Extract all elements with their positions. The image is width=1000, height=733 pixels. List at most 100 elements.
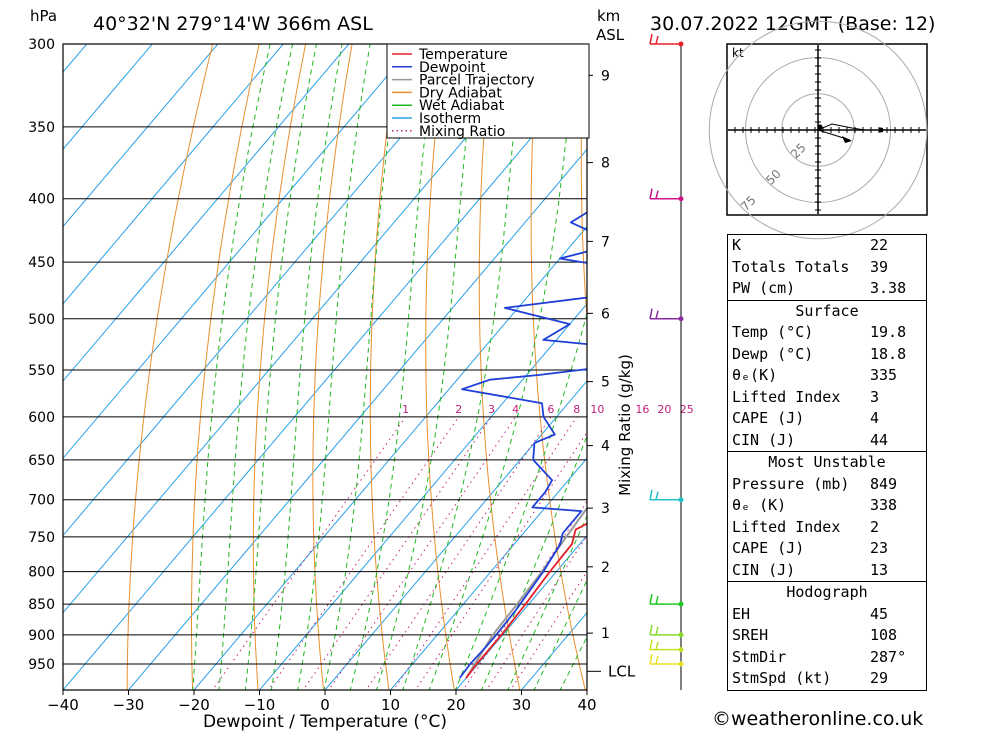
wet-adiabat-line (218, 44, 294, 690)
km-tick-label: 1 (601, 626, 610, 642)
isotherm-line (324, 380, 587, 690)
location-title: 40°32'N 279°14'W 366m ASL (93, 13, 373, 35)
mixing-ratio-line (328, 416, 517, 690)
legend-label: Parcel Trajectory (419, 73, 535, 89)
wind-barb-flag (649, 489, 653, 500)
wind-barb-flag (655, 655, 659, 665)
pressure-tick-label: 300 (28, 37, 55, 53)
legend-label: Temperature (418, 47, 508, 63)
pressure-tick-label: 500 (28, 312, 55, 328)
x-tick-label: −10 (244, 696, 276, 714)
storm-motion-arrowhead (842, 136, 852, 143)
mixing-ratio-tick-label: 10 (590, 403, 604, 416)
wind-barb-flag (655, 491, 659, 500)
hodograph-box: Hodograph EH 45 SREH 108 StmDir 287° StmSpd… (727, 582, 927, 691)
wind-barb-dot (678, 632, 684, 638)
km-tick-label: 2 (601, 560, 610, 576)
eh-row: EH 45 (732, 604, 889, 623)
stmdir-row: StmDir 287° (732, 647, 907, 666)
dry-adiabat-line (252, 44, 307, 690)
isotherm-line (258, 303, 587, 690)
height-unit: km (597, 7, 620, 25)
plot-frame (62, 43, 588, 691)
dry-adiabat-line (126, 44, 214, 690)
lcl-label: LCL (608, 662, 636, 680)
wind-barb-dot (678, 601, 684, 607)
mixing-ratio-tick-label: 25 (680, 403, 694, 416)
wind-barb-flag (655, 310, 659, 319)
isotherm-line (193, 225, 587, 690)
km-tick-label: 9 (601, 68, 610, 84)
wet-adiabat-line (428, 44, 577, 690)
mixing-ratio-tick-label: 20 (657, 403, 671, 416)
surface-box: Surface Temp (°C) 19.8 Dewp (°C) 18.8 θₑ(K… (727, 300, 927, 452)
totals-totals-row: Totals Totals 39 (732, 257, 889, 276)
isotherm-line (389, 457, 587, 690)
isotherm-line (63, 44, 415, 460)
x-tick-label: −20 (178, 696, 210, 714)
wind-barb-flag (649, 594, 653, 605)
x-tick-label: 20 (446, 696, 465, 714)
mu-theta-row: θₑ (K) 338 (732, 496, 898, 514)
wind-barb-flag (649, 33, 653, 45)
pressure-tick-label: 650 (28, 453, 55, 469)
stmspd-row: StmSpd (kt) 29 (732, 669, 889, 687)
dry-adiabat-line (312, 44, 353, 690)
wind-barb-flag (655, 626, 659, 636)
x-tick-label: 40 (577, 696, 596, 714)
wet-adiabat-line (376, 44, 477, 690)
hodograph-end-dot (878, 127, 884, 133)
temperature-line (465, 522, 587, 679)
x-axis-label: Dewpoint / Temperature (°C) (203, 712, 447, 732)
parcel-trajectory-line (465, 506, 587, 679)
k-index-row: K 22 (732, 236, 889, 254)
km-tick-label: 7 (601, 234, 610, 250)
isotherm-line (63, 44, 153, 151)
hodograph-unit: kt (732, 46, 744, 60)
most-unstable-title: Most Unstable (768, 453, 886, 471)
mixing-ratio-line (302, 416, 492, 690)
dry-adiabat-line (580, 44, 587, 325)
isotherm-line (127, 148, 587, 690)
wind-barb-flag (649, 624, 653, 636)
km-tick-label: 8 (601, 156, 610, 172)
mu-cape-row: CAPE (J) 23 (732, 539, 889, 557)
wind-barb-flag (655, 35, 659, 45)
x-tick-label: 0 (320, 696, 330, 714)
wet-adiabat-line (297, 44, 371, 690)
wet-adiabat-line (192, 44, 271, 690)
wind-barb-flag (649, 308, 653, 319)
wind-barb-dot (678, 316, 684, 322)
wind-barb-flag (649, 188, 653, 199)
dry-adiabat-line (191, 44, 260, 690)
mixing-ratio-tick-label: 4 (512, 403, 519, 416)
pressure-tick-label: 850 (28, 597, 55, 613)
isotherm-line (63, 44, 350, 382)
mixing-ratio-tick-label: 16 (635, 403, 649, 416)
dry-adiabat-line (369, 44, 400, 690)
isotherm-line (63, 44, 284, 305)
dewpoint-line (458, 211, 587, 679)
mixing-ratio-tick-label: 6 (547, 403, 554, 416)
profiles (458, 211, 587, 679)
x-tick-label: −30 (113, 696, 145, 714)
pressure-tick-label: 950 (28, 657, 55, 673)
legend-label: Mixing Ratio (419, 124, 505, 140)
indices-box: K 22 Totals Totals 39 PW (cm) 3.38 (727, 234, 927, 301)
wind-barb-dot (678, 647, 684, 653)
x-tick-label: −40 (47, 696, 79, 714)
pressure-unit: hPa (30, 7, 57, 25)
wind-barb-flag (655, 641, 659, 650)
mixing-ratio-labels: 1 2 3 4 6 8 10 16 20 25 (402, 403, 694, 416)
hodograph-trace (817, 123, 880, 131)
pressure-tick-label: 700 (28, 493, 55, 509)
pressure-tick-label: 750 (28, 530, 55, 546)
pressure-tick-label: 450 (28, 255, 55, 271)
mixing-ratio-line (392, 416, 578, 690)
pressure-tick-label: 350 (28, 120, 55, 136)
mixing-ratio-tick-label: 8 (573, 403, 580, 416)
km-tick-label: 6 (601, 306, 610, 322)
